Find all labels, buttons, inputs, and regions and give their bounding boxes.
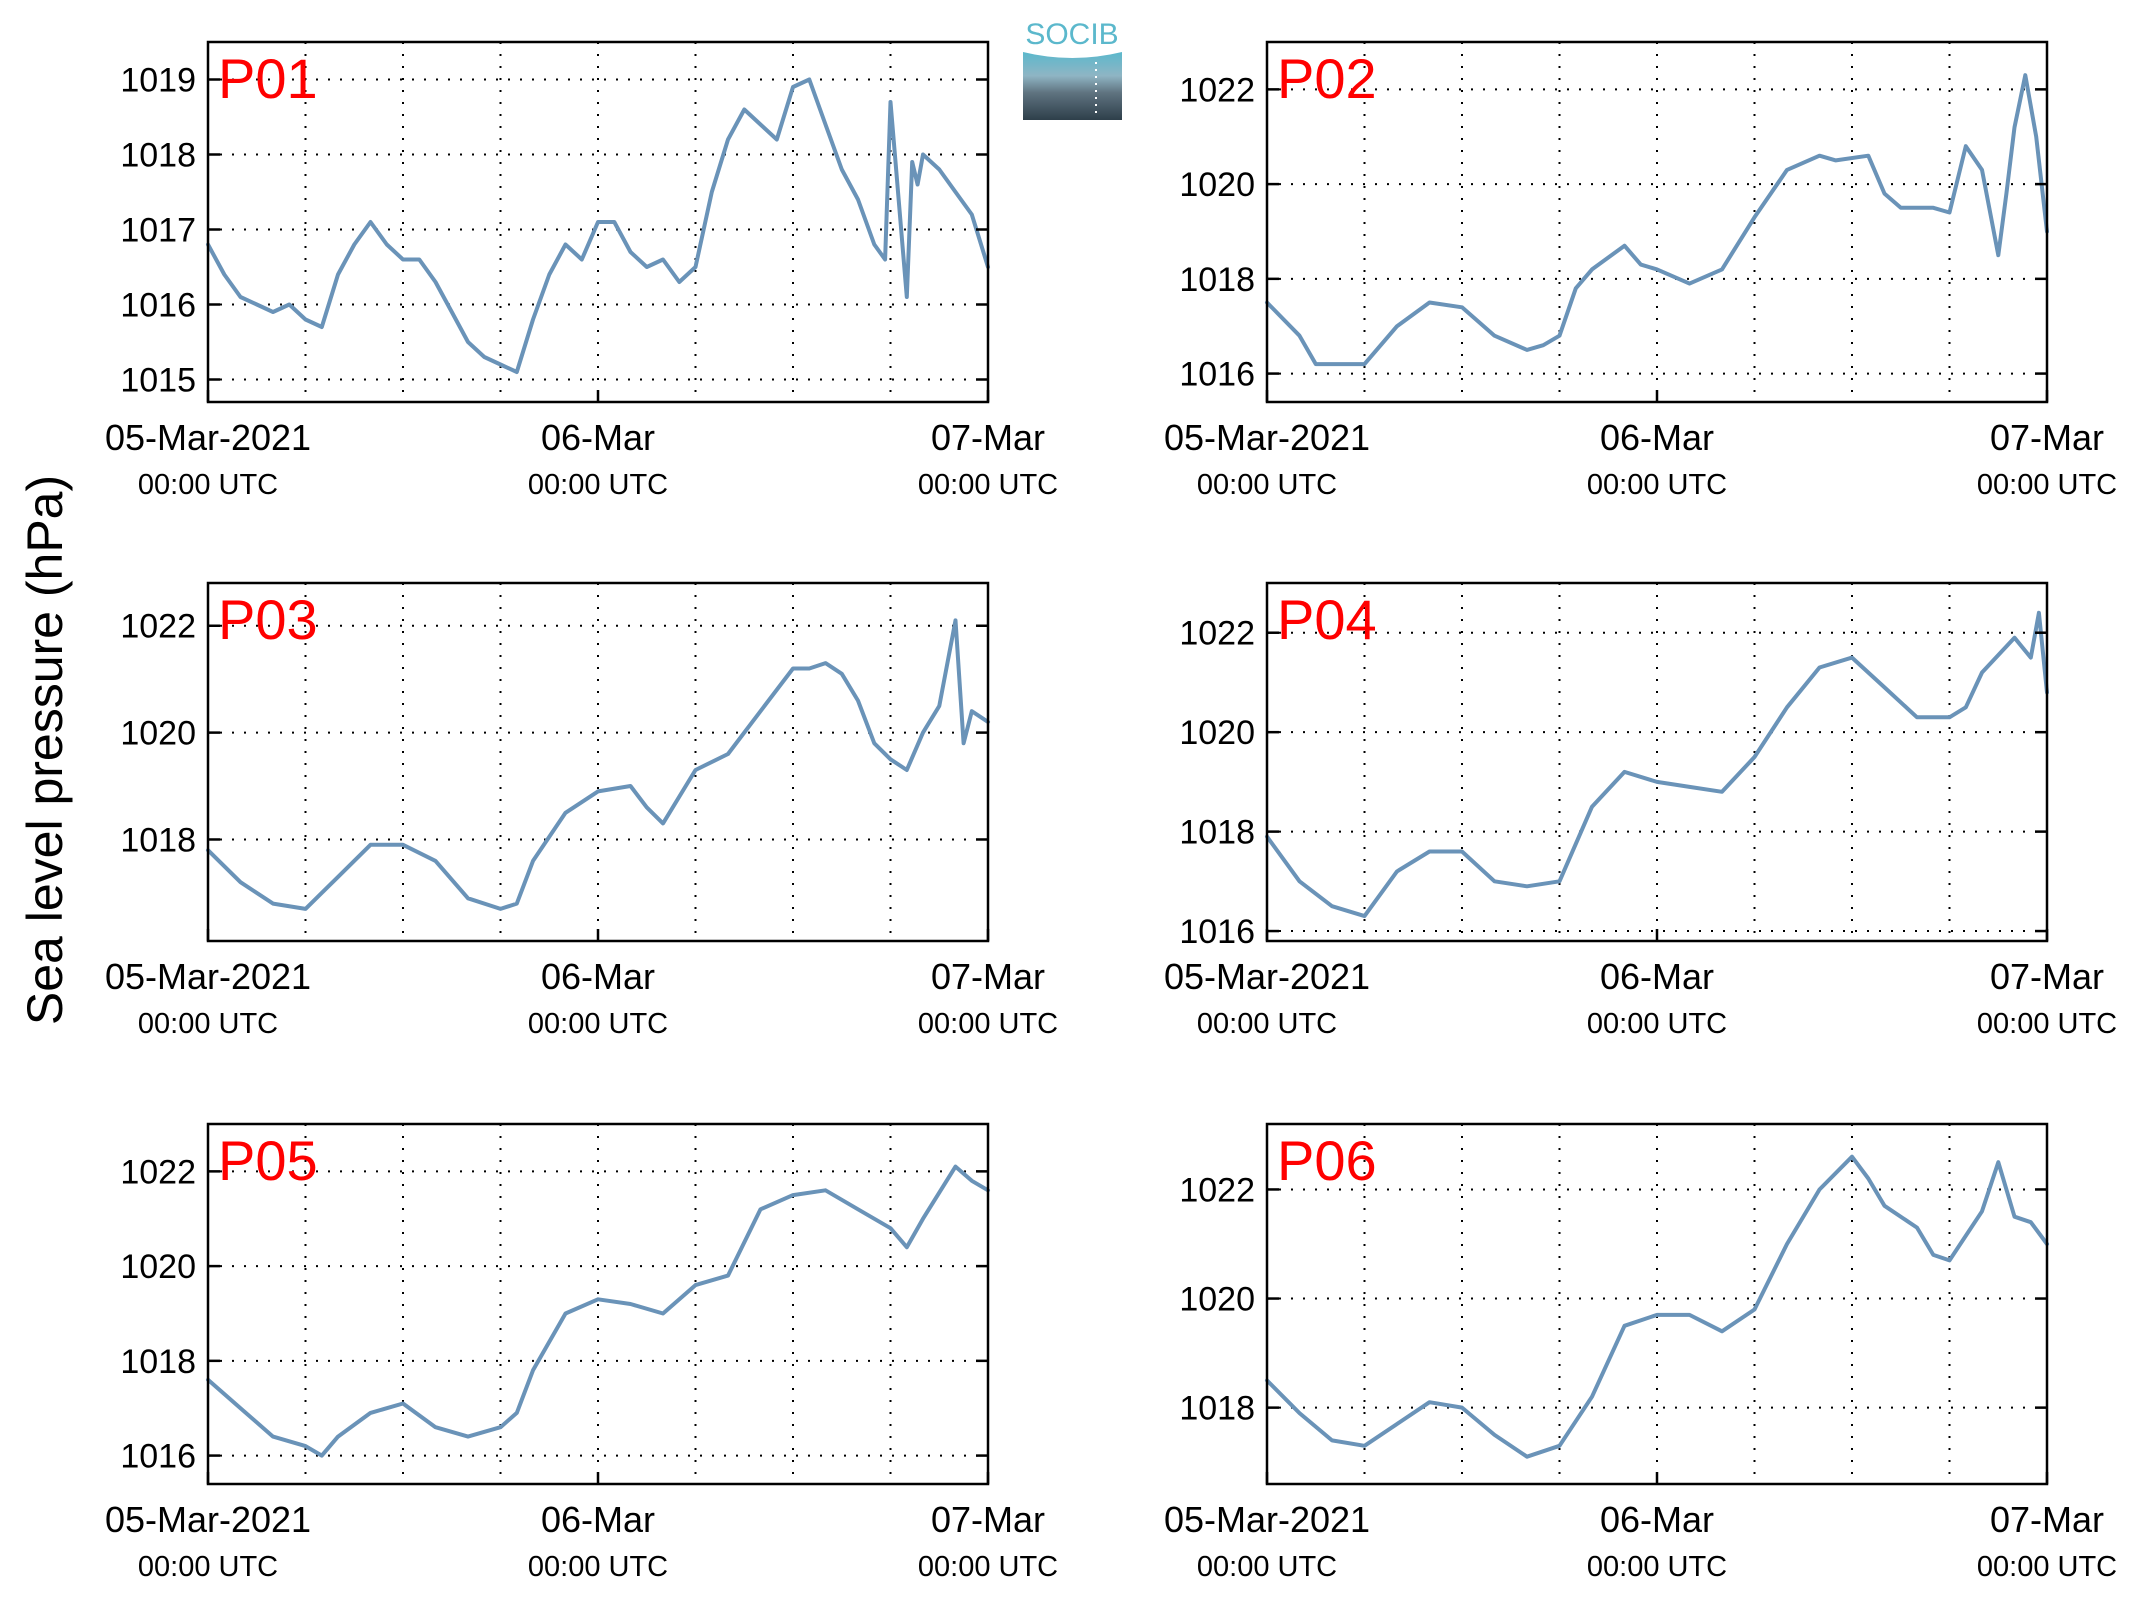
x-tick-sublabel: 00:00 UTC [1977,469,2117,501]
x-tick-label: 06-Mar [541,956,655,997]
panel-p05: 1016 1018 1020 1022 05-Mar-2021 00:00 UTC 06-M… [105,1122,1058,1583]
panel-p06: 1018 1020 1022 05-Mar-2021 00:00 UTC 06-Mar 00… [1164,1122,2117,1583]
y-tick-label: 1017 [120,212,196,250]
x-tick-label: 07-Mar [1990,956,2104,997]
y-tick-label: 1019 [120,62,196,100]
x-tick-label: 05-Mar-2021 [1164,956,1370,997]
panel-label: P06 [1277,1129,1377,1192]
x-tick-sublabel: 00:00 UTC [918,1008,1058,1040]
x-tick-sublabel: 00:00 UTC [528,1008,668,1040]
y-tick-label: 1016 [120,1438,196,1476]
x-tick-sublabel: 00:00 UTC [138,1008,278,1040]
pressure-series-line [206,77,990,374]
x-tick-label: 07-Mar [931,1499,1045,1540]
y-tick-label: 1020 [120,1248,196,1286]
y-tick-label: 1020 [1179,166,1255,204]
y-tick-label: 1022 [1179,71,1255,109]
panel-label: P02 [1277,47,1377,110]
logo-wave-shape [1023,52,1122,120]
panel-p03: 1018 1020 1022 05-Mar-2021 00:00 UTC 06-Mar 00… [105,581,1058,1040]
y-tick-label: 1020 [1179,1281,1255,1319]
x-tick-sublabel: 00:00 UTC [1587,469,1727,501]
x-tick-sublabel: 00:00 UTC [528,1551,668,1583]
y-tick-label: 1018 [120,137,196,175]
x-tick-sublabel: 00:00 UTC [1587,1008,1727,1040]
x-tick-sublabel: 00:00 UTC [918,1551,1058,1583]
x-tick-label: 05-Mar-2021 [105,956,311,997]
x-tick-label: 07-Mar [1990,1499,2104,1540]
panel-label: P05 [218,1129,318,1192]
x-tick-sublabel: 00:00 UTC [918,469,1058,501]
pressure-series-line [1265,610,2049,919]
x-tick-sublabel: 00:00 UTC [138,469,278,501]
panel-label: P04 [1277,588,1377,651]
x-tick-label: 06-Mar [541,417,655,458]
y-tick-label: 1018 [1179,1390,1255,1428]
y-axis-label: Sea level pressure (hPa) [17,475,73,1025]
y-tick-label: 1015 [120,362,196,400]
y-tick-label: 1022 [120,608,196,646]
y-tick-label: 1018 [120,1343,196,1381]
y-tick-label: 1018 [1179,814,1255,852]
y-tick-label: 1016 [120,287,196,325]
y-tick-label: 1022 [120,1153,196,1191]
x-tick-sublabel: 00:00 UTC [1587,1551,1727,1583]
x-tick-sublabel: 00:00 UTC [1977,1551,2117,1583]
y-tick-label: 1022 [1179,1171,1255,1209]
x-tick-sublabel: 00:00 UTC [1197,469,1337,501]
x-tick-label: 07-Mar [931,956,1045,997]
x-tick-label: 07-Mar [1990,417,2104,458]
x-tick-sublabel: 00:00 UTC [138,1551,278,1583]
y-tick-label: 1018 [120,821,196,859]
x-tick-label: 05-Mar-2021 [105,1499,311,1540]
y-tick-label: 1020 [1179,714,1255,752]
x-tick-label: 06-Mar [1600,417,1714,458]
x-tick-label: 06-Mar [541,1499,655,1540]
pressure-series-line [206,618,990,911]
pressure-series-line [1265,73,2049,367]
panel-p04: 1016 1018 1020 1022 05-Mar-2021 00:00 UTC 06-M… [1164,581,2117,1040]
logo-text: SOCIB [1025,18,1118,51]
panel-p01: 1015 1016 1017 1018 1019 05-Mar-2021 00:00 UTC… [105,40,1058,501]
x-tick-sublabel: 00:00 UTC [1197,1551,1337,1583]
y-tick-label: 1016 [1179,913,1255,951]
x-tick-sublabel: 00:00 UTC [528,469,668,501]
panel-p02: 1016 1018 1020 1022 05-Mar-2021 00:00 UTC 06-M… [1164,40,2117,501]
pressure-series-line [206,1164,990,1458]
y-tick-label: 1018 [1179,261,1255,299]
socib-logo: SOCIB [1023,18,1122,120]
panel-label: P01 [218,47,318,110]
x-tick-label: 05-Mar-2021 [105,417,311,458]
panel-label: P03 [218,588,318,651]
x-tick-label: 06-Mar [1600,956,1714,997]
pressure-series-line [1265,1154,2049,1459]
x-tick-sublabel: 00:00 UTC [1977,1008,2117,1040]
x-tick-label: 06-Mar [1600,1499,1714,1540]
panels-container: 1015 1016 1017 1018 1019 05-Mar-2021 00:00 UTC… [105,40,2117,1583]
y-tick-label: 1022 [1179,615,1255,653]
x-tick-label: 07-Mar [931,417,1045,458]
y-tick-label: 1016 [1179,356,1255,394]
y-tick-label: 1020 [120,715,196,753]
x-tick-label: 05-Mar-2021 [1164,417,1370,458]
x-tick-label: 05-Mar-2021 [1164,1499,1370,1540]
x-tick-sublabel: 00:00 UTC [1197,1008,1337,1040]
